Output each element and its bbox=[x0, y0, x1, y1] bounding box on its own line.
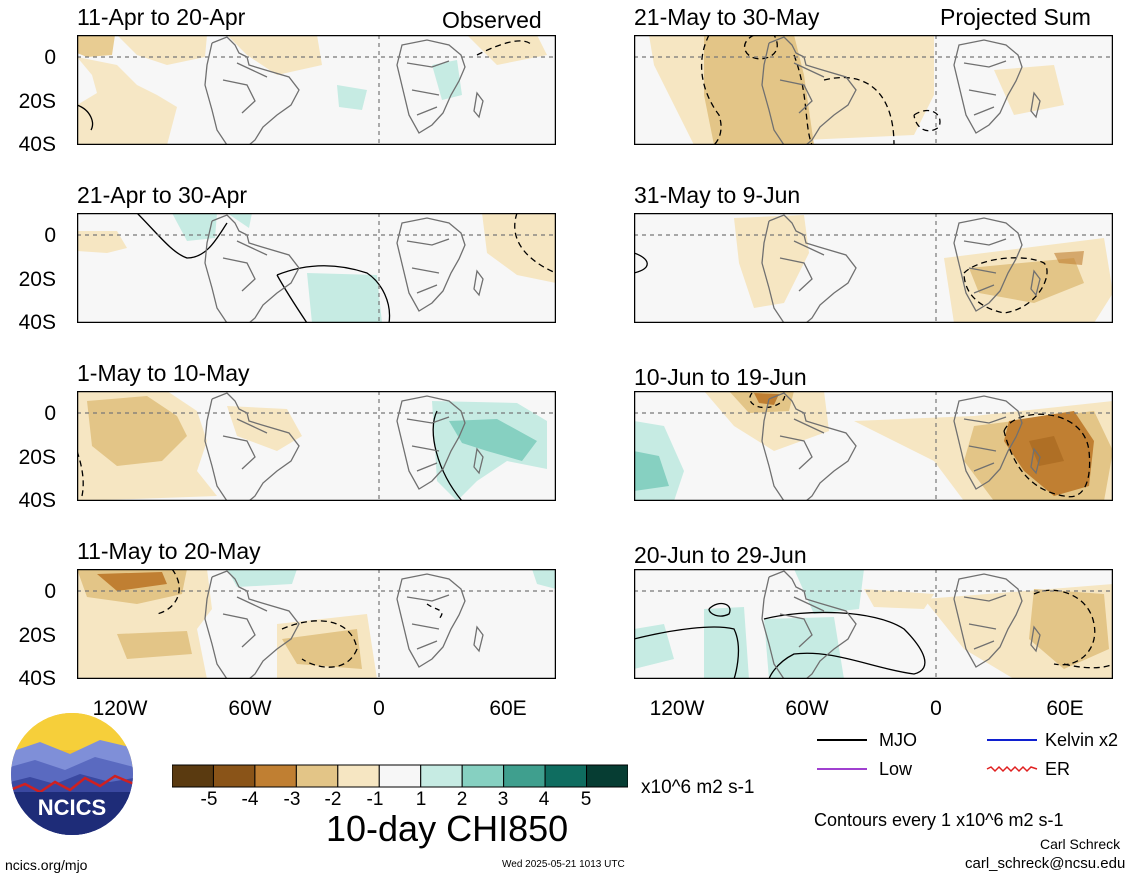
author-name: Carl Schreck bbox=[1040, 836, 1121, 852]
colorbar-box bbox=[420, 764, 463, 788]
map-panel-10-jun bbox=[634, 391, 1113, 501]
legend-label-low: Low bbox=[879, 759, 913, 779]
panel-title: 31-May to 9-Jun bbox=[634, 182, 801, 208]
legend-line-mjo bbox=[817, 739, 867, 770]
colorbar-tick-label: 2 bbox=[456, 789, 468, 810]
colorbar bbox=[172, 764, 628, 788]
panel-title: 20-Jun to 29-Jun bbox=[634, 542, 807, 568]
colorbar-box bbox=[503, 764, 546, 788]
panel-title: 11-Apr to 20-Apr bbox=[77, 4, 246, 30]
colorbar-box bbox=[295, 764, 339, 788]
legend-swatch-er bbox=[986, 765, 1038, 773]
ncics-logo: NCICS bbox=[11, 713, 133, 835]
map-panel-1-may bbox=[77, 391, 556, 501]
panel-title: 21-Apr to 30-Apr bbox=[77, 182, 248, 208]
contours-note: Contours every 1 x10^6 m2 s-1 bbox=[814, 810, 1064, 830]
map-panel-20-jun bbox=[634, 569, 1113, 679]
observed-label: Observed bbox=[442, 7, 542, 33]
colorbar-box bbox=[212, 764, 256, 788]
panel-title: 10-Jun to 19-Jun bbox=[634, 364, 807, 390]
author-email: carl_schreck@ncsu.edu bbox=[965, 855, 1126, 872]
colorbar-tick-label: 4 bbox=[538, 789, 550, 810]
main-title: 10-day CHI850 bbox=[326, 808, 569, 849]
colorbar-tick-label: 3 bbox=[497, 789, 509, 810]
map-panel-11-may bbox=[77, 569, 556, 679]
colorbar-box bbox=[172, 764, 214, 788]
x-tick-label: 60W bbox=[785, 697, 829, 720]
colorbar-box bbox=[254, 764, 297, 788]
y-tick-label: 20S bbox=[18, 268, 56, 291]
projected-sum-label: Projected Sum bbox=[940, 4, 1091, 30]
y-tick-label: 0 bbox=[44, 580, 56, 603]
colorbar-box bbox=[337, 764, 380, 788]
y-tick-label: 0 bbox=[44, 46, 56, 69]
x-tick-label: 120W bbox=[649, 697, 705, 720]
y-tick-label: 40S bbox=[18, 489, 56, 512]
panel-title: 1-May to 10-May bbox=[77, 360, 250, 386]
y-tick-label: 0 bbox=[44, 224, 56, 247]
x-tick-label: 0 bbox=[930, 697, 942, 720]
timestamp: Wed 2025-05-21 1013 UTC bbox=[502, 859, 625, 870]
map-panel-21-apr bbox=[77, 213, 556, 323]
colorbar-box bbox=[461, 764, 505, 788]
legend-label-mjo: MJO bbox=[879, 730, 917, 750]
x-tick-label: 60E bbox=[489, 697, 527, 720]
colorbar-tick-label: 1 bbox=[415, 789, 427, 810]
y-tick-label: 20S bbox=[18, 624, 56, 647]
y-tick-label: 40S bbox=[18, 667, 56, 690]
legend-label-er: ER bbox=[1045, 759, 1071, 779]
colorbar-tick-label: 5 bbox=[580, 789, 592, 810]
map-panel-31-may bbox=[634, 213, 1113, 323]
legend-label-kelvin: Kelvin x2 bbox=[1045, 730, 1119, 750]
colorbar-tick-label: -4 bbox=[241, 789, 259, 810]
colorbar-tick-label: -1 bbox=[366, 789, 384, 810]
colorbar-unit: x10^6 m2 s-1 bbox=[641, 777, 755, 798]
x-tick-label: 120W bbox=[92, 697, 148, 720]
x-tick-label: 60W bbox=[228, 697, 272, 720]
map-panel-21-may bbox=[634, 35, 1113, 145]
colorbar-box bbox=[586, 764, 628, 788]
y-tick-label: 20S bbox=[18, 446, 56, 469]
legend-line-kelvin bbox=[986, 739, 1038, 773]
colorbar-tick-label: -5 bbox=[200, 789, 218, 810]
map-panel-11-apr bbox=[77, 35, 556, 145]
panel-title: 21-May to 30-May bbox=[634, 4, 820, 30]
colorbar-box bbox=[544, 764, 588, 788]
colorbar-box bbox=[378, 764, 422, 788]
panel-title: 11-May to 20-May bbox=[77, 538, 261, 564]
x-tick-label: 0 bbox=[373, 697, 385, 720]
x-tick-label: 60E bbox=[1046, 697, 1084, 720]
y-tick-label: 0 bbox=[44, 402, 56, 425]
y-tick-label: 40S bbox=[18, 311, 56, 334]
y-tick-label: 40S bbox=[18, 133, 56, 156]
site-link[interactable]: ncics.org/mjo bbox=[5, 857, 88, 873]
logo-text: NCICS bbox=[38, 795, 106, 820]
colorbar-tick-label: -3 bbox=[283, 789, 301, 810]
colorbar-tick-label: -2 bbox=[324, 789, 342, 810]
y-tick-label: 20S bbox=[18, 90, 56, 113]
